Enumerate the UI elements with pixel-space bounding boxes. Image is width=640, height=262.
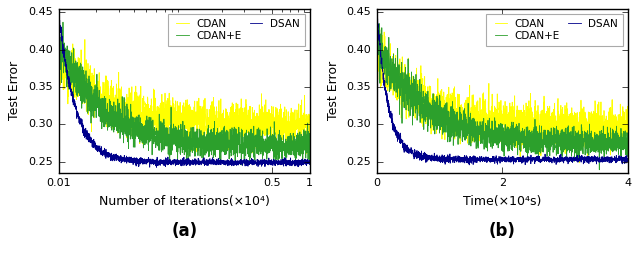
CDAN+E: [177, 123, 185, 126]
CDAN: [495, 108, 503, 111]
CDAN: [376, 26, 383, 29]
Line: CDAN+E: CDAN+E: [377, 24, 628, 170]
Y-axis label: Test Error: Test Error: [326, 61, 340, 120]
DSAN: [55, 13, 63, 17]
Legend: CDAN, CDAN+E, DSAN: CDAN, CDAN+E, DSAN: [486, 14, 623, 46]
DSAN: [306, 162, 314, 166]
DSAN: [571, 157, 579, 160]
CDAN+E: [617, 128, 625, 131]
Line: DSAN: DSAN: [59, 14, 310, 167]
DSAN: [617, 157, 625, 160]
Text: (b): (b): [489, 222, 516, 240]
CDAN: [306, 131, 314, 134]
Line: CDAN: CDAN: [59, 37, 310, 154]
DSAN: [373, 13, 381, 16]
CDAN: [575, 161, 583, 164]
DSAN: [55, 12, 63, 15]
CDAN: [489, 117, 497, 120]
CDAN+E: [68, 56, 76, 59]
CDAN+E: [299, 148, 307, 151]
DSAN: [617, 157, 625, 160]
DSAN: [153, 166, 161, 169]
Y-axis label: Test Error: Test Error: [8, 61, 21, 120]
CDAN: [617, 140, 625, 143]
CDAN: [617, 122, 625, 125]
CDAN+E: [299, 160, 307, 163]
CDAN+E: [375, 22, 383, 25]
CDAN: [624, 106, 632, 109]
CDAN: [56, 35, 63, 39]
CDAN+E: [571, 146, 579, 149]
CDAN: [55, 49, 63, 52]
CDAN: [68, 83, 76, 86]
CDAN+E: [495, 124, 503, 127]
DSAN: [68, 89, 76, 92]
CDAN: [303, 152, 310, 155]
X-axis label: Number of Iterations(×10⁴): Number of Iterations(×10⁴): [99, 195, 269, 208]
CDAN+E: [59, 21, 67, 24]
Line: CDAN: CDAN: [377, 28, 628, 163]
CDAN+E: [595, 168, 603, 171]
CDAN: [571, 139, 579, 142]
CDAN+E: [170, 143, 178, 146]
X-axis label: Time(×10⁴s): Time(×10⁴s): [463, 195, 541, 208]
CDAN: [299, 121, 307, 124]
DSAN: [253, 162, 260, 165]
CDAN+E: [253, 149, 260, 152]
CDAN: [386, 67, 394, 70]
DSAN: [465, 163, 473, 166]
DSAN: [489, 155, 497, 158]
CDAN+E: [306, 141, 314, 144]
DSAN: [299, 161, 307, 164]
CDAN+E: [386, 85, 394, 88]
Legend: CDAN, CDAN+E, DSAN: CDAN, CDAN+E, DSAN: [168, 14, 305, 46]
CDAN: [177, 126, 185, 129]
Line: CDAN+E: CDAN+E: [59, 22, 310, 165]
CDAN+E: [617, 127, 625, 130]
Text: (a): (a): [171, 222, 197, 240]
CDAN: [373, 70, 381, 74]
CDAN+E: [55, 48, 63, 51]
CDAN: [253, 124, 260, 127]
DSAN: [386, 116, 394, 119]
CDAN+E: [624, 137, 632, 140]
CDAN: [170, 107, 178, 111]
CDAN+E: [373, 41, 381, 44]
CDAN+E: [489, 120, 497, 123]
DSAN: [495, 157, 503, 160]
DSAN: [177, 163, 185, 166]
CDAN+E: [237, 163, 245, 167]
DSAN: [624, 159, 632, 162]
CDAN: [299, 128, 307, 131]
DSAN: [170, 160, 178, 163]
DSAN: [299, 163, 307, 166]
Line: DSAN: DSAN: [377, 14, 628, 165]
